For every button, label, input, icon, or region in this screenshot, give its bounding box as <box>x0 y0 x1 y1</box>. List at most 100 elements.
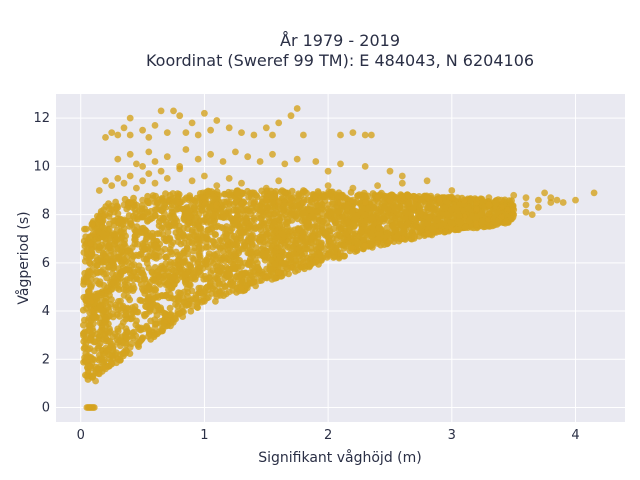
data-point <box>275 177 283 185</box>
data-point <box>300 199 307 206</box>
data-point <box>80 237 88 245</box>
data-point <box>147 317 155 325</box>
data-point <box>126 131 134 139</box>
data-point <box>195 284 203 292</box>
data-point <box>119 251 127 259</box>
data-point <box>114 210 122 218</box>
data-point <box>361 199 369 206</box>
data-point <box>152 307 159 315</box>
data-point <box>90 404 98 411</box>
data-point <box>177 240 185 248</box>
data-point <box>485 194 493 202</box>
data-point <box>307 261 315 268</box>
data-point <box>430 205 438 213</box>
data-point <box>193 222 201 230</box>
data-point <box>337 160 344 168</box>
data-point <box>201 172 208 180</box>
data-point <box>236 256 244 264</box>
data-point <box>114 204 122 211</box>
data-point <box>425 215 433 222</box>
data-point <box>87 269 94 276</box>
data-point <box>151 122 159 129</box>
data-point <box>114 282 122 289</box>
chart-title-line-1: År 1979 - 2019 <box>280 31 400 50</box>
data-point <box>125 305 133 313</box>
data-point <box>126 223 134 230</box>
data-point <box>300 213 308 221</box>
data-point <box>269 222 276 229</box>
data-point <box>223 235 231 243</box>
data-point <box>250 278 258 286</box>
data-point <box>510 191 518 199</box>
x-tick-label: 1 <box>200 428 208 443</box>
data-point <box>151 179 159 187</box>
data-point <box>246 258 253 265</box>
data-point <box>348 209 356 217</box>
data-point <box>96 291 104 299</box>
data-point <box>350 223 357 231</box>
data-point <box>472 215 480 223</box>
data-point <box>145 199 153 207</box>
data-point <box>233 273 241 281</box>
data-point <box>120 201 128 209</box>
data-point <box>125 212 133 219</box>
data-point <box>326 243 334 251</box>
data-point <box>126 150 134 158</box>
data-point <box>337 249 344 257</box>
data-point <box>84 346 92 353</box>
data-point <box>287 112 295 120</box>
data-point <box>244 153 252 161</box>
data-point <box>219 280 227 288</box>
data-point <box>344 219 352 226</box>
data-point <box>398 194 406 202</box>
data-point <box>386 237 394 245</box>
data-point <box>241 244 249 252</box>
data-point <box>262 184 270 192</box>
data-point <box>256 277 263 285</box>
data-point <box>174 297 182 305</box>
data-point <box>143 324 151 331</box>
data-point <box>288 187 296 195</box>
data-point <box>238 263 245 270</box>
data-point <box>163 129 171 137</box>
data-point <box>312 257 320 264</box>
data-point <box>151 324 159 332</box>
data-point <box>443 211 450 218</box>
data-point <box>261 256 269 264</box>
data-point <box>139 240 147 248</box>
data-point <box>147 207 155 215</box>
data-point <box>535 204 542 211</box>
data-point <box>289 232 297 239</box>
data-point <box>590 189 598 197</box>
data-point <box>461 223 469 231</box>
data-point <box>165 286 172 294</box>
data-point <box>168 208 176 216</box>
data-point <box>126 274 134 282</box>
data-point <box>473 199 480 206</box>
data-point <box>213 250 221 258</box>
y-axis-label: Vågperiod (s) <box>15 211 32 304</box>
data-point <box>411 196 419 204</box>
data-point <box>157 107 165 115</box>
data-point <box>139 196 147 204</box>
data-point <box>132 273 140 281</box>
data-point <box>243 214 250 222</box>
data-point <box>207 203 215 211</box>
data-point <box>120 124 128 132</box>
data-point <box>95 342 103 350</box>
data-point <box>436 210 444 218</box>
data-point <box>126 114 134 122</box>
data-point <box>312 158 320 165</box>
data-point <box>510 206 518 214</box>
data-point <box>213 182 221 190</box>
data-point <box>108 352 116 360</box>
data-point <box>112 271 120 279</box>
data-point <box>263 230 271 238</box>
data-point <box>464 205 472 212</box>
data-point <box>188 302 196 310</box>
data-point <box>309 207 316 215</box>
data-point <box>87 240 94 247</box>
data-point <box>269 131 276 139</box>
data-point <box>204 243 212 251</box>
